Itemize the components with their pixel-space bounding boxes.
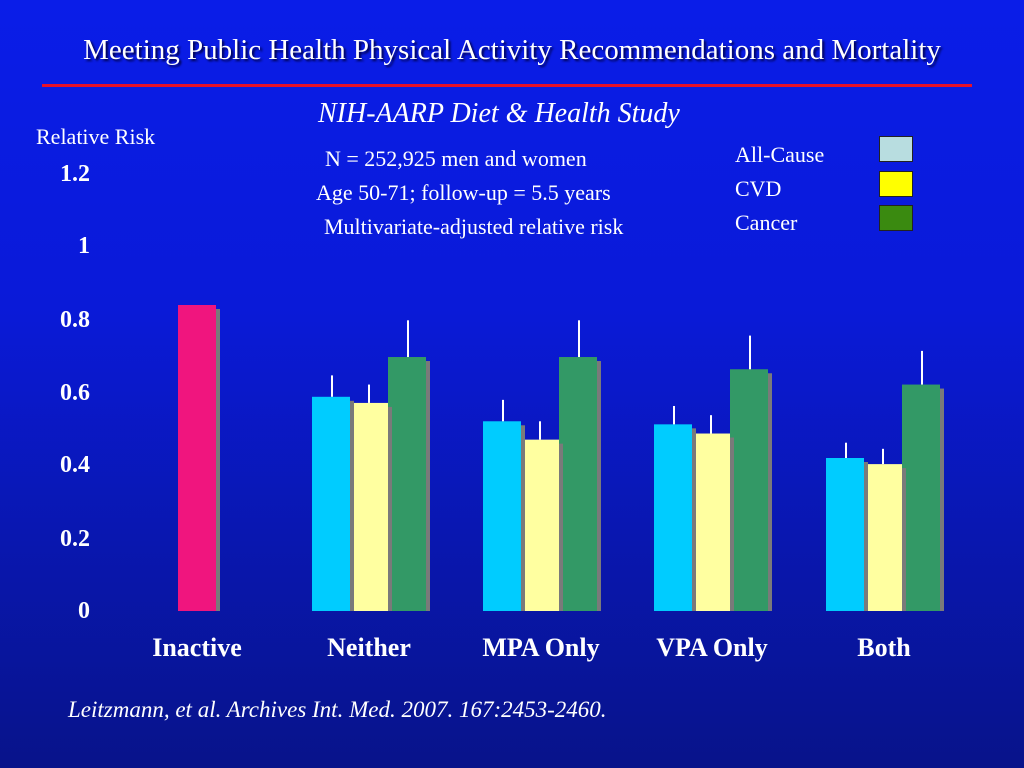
y-tick-label: 0.6 bbox=[60, 380, 90, 406]
x-category-label: MPA Only bbox=[482, 633, 599, 662]
bar-neither-cvd bbox=[350, 402, 388, 611]
bar-inactive bbox=[178, 305, 216, 611]
legend-label-cvd: CVD bbox=[735, 176, 782, 201]
bar-vpa-only-cancer bbox=[730, 369, 768, 611]
legend-label-all-cause: All-Cause bbox=[735, 142, 825, 167]
bar-vpa-only-cvd bbox=[692, 433, 730, 611]
y-tick-label: 1.2 bbox=[60, 161, 90, 187]
legend-label-cancer: Cancer bbox=[735, 210, 798, 235]
x-category-label: VPA Only bbox=[656, 633, 767, 662]
bar-both-cvd bbox=[864, 464, 902, 611]
info-line-sample-size: N = 252,925 men and women bbox=[325, 146, 587, 171]
bar-neither-cancer bbox=[388, 357, 426, 611]
bar-mpa-only-cancer bbox=[559, 357, 597, 611]
bar-mpa-only-all-cause bbox=[483, 421, 521, 611]
y-axis-label: Relative Risk bbox=[36, 124, 156, 149]
x-category-label: Both bbox=[857, 633, 911, 662]
legend-swatch-cancer bbox=[879, 205, 913, 231]
x-category-label: Inactive bbox=[152, 633, 242, 662]
slide-title: Meeting Public Health Physical Activity … bbox=[83, 34, 941, 66]
y-tick-label: 0.4 bbox=[60, 452, 90, 478]
title-rule bbox=[42, 84, 972, 87]
y-tick-label: 0.2 bbox=[60, 526, 90, 552]
y-tick-label: 0.8 bbox=[60, 307, 90, 333]
bar-vpa-only-all-cause bbox=[654, 424, 692, 611]
x-category-label: Neither bbox=[327, 633, 411, 662]
study-subtitle: NIH-AARP Diet & Health Study bbox=[318, 98, 680, 129]
y-tick-label: 1 bbox=[78, 233, 90, 259]
bar-neither-all-cause bbox=[312, 396, 350, 611]
bar-both-all-cause bbox=[826, 458, 864, 611]
info-line-adjustment: Multivariate-adjusted relative risk bbox=[324, 214, 624, 239]
info-line-age-followup: Age 50-71; follow-up = 5.5 years bbox=[316, 180, 611, 205]
legend-swatch-all-cause bbox=[879, 136, 913, 162]
legend-swatch-cvd bbox=[879, 171, 913, 197]
y-tick-label: 0 bbox=[78, 598, 90, 624]
citation: Leitzmann, et al. Archives Int. Med. 200… bbox=[68, 697, 607, 722]
bar-mpa-only-cvd bbox=[521, 439, 559, 611]
bar-both-cancer bbox=[902, 384, 940, 611]
